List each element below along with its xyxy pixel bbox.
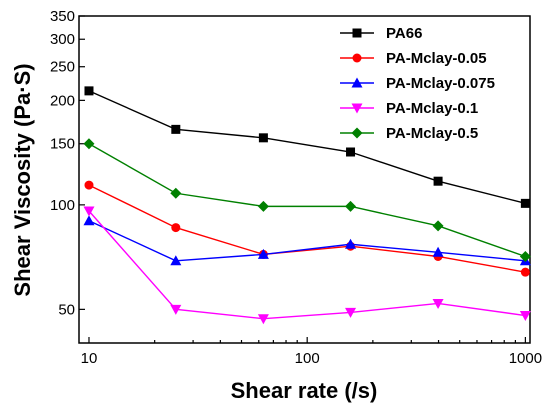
data-point xyxy=(257,314,269,325)
series-pa-mclay-0-1 xyxy=(83,206,531,325)
data-point xyxy=(258,133,268,143)
legend-label: PA-Mclay-0.05 xyxy=(386,50,487,67)
data-point xyxy=(345,238,357,249)
data-point xyxy=(83,138,95,150)
series-line xyxy=(88,90,526,205)
legend-item: PA66 xyxy=(340,25,422,42)
data-point xyxy=(170,304,182,315)
legend-marker xyxy=(352,28,362,38)
data-point xyxy=(345,200,357,212)
data-point xyxy=(345,307,357,318)
x-axis-title: Shear rate (/s) xyxy=(231,378,378,403)
data-point xyxy=(170,255,182,266)
data-point xyxy=(432,298,444,309)
legend-label: PA66 xyxy=(386,25,422,42)
data-point xyxy=(84,86,94,96)
y-axis-title: Shear Viscosity (Pa·S) xyxy=(10,63,35,296)
series-pa-mclay-0-075 xyxy=(83,215,531,266)
data-point xyxy=(171,223,181,233)
y-tick-label: 100 xyxy=(50,197,75,214)
series-pa-mclay-0-5 xyxy=(83,138,531,262)
legend-item: PA-Mclay-0.1 xyxy=(340,100,478,117)
data-point xyxy=(519,250,531,262)
y-tick-label: 250 xyxy=(50,59,75,76)
x-tick-label: 1000 xyxy=(509,350,542,367)
legend-label: PA-Mclay-0.1 xyxy=(386,100,478,117)
data-point xyxy=(257,200,269,212)
legend-marker xyxy=(351,103,363,114)
data-point xyxy=(346,147,356,157)
y-tick-label: 200 xyxy=(50,92,75,109)
data-point xyxy=(257,248,269,259)
legend-item: PA-Mclay-0.075 xyxy=(340,75,495,92)
series-line xyxy=(88,184,526,273)
y-tick-label: 300 xyxy=(50,31,75,48)
data-point xyxy=(433,176,443,186)
legend-item: PA-Mclay-0.5 xyxy=(340,125,478,142)
legend: PA66 PA-Mclay-0.05 PA-Mclay-0.075 PA-Mclay-… xyxy=(340,25,495,142)
series-layer xyxy=(83,86,531,325)
legend-marker xyxy=(351,127,363,139)
data-point xyxy=(171,124,181,134)
series-line xyxy=(88,143,526,258)
data-point xyxy=(432,246,444,257)
series-pa-mclay-0-05 xyxy=(84,180,530,277)
y-axis-ticks: 50 100 150 200 250 300 350 xyxy=(50,8,85,318)
data-point xyxy=(83,206,95,217)
data-point xyxy=(170,187,182,199)
legend-item: PA-Mclay-0.05 xyxy=(340,50,487,67)
series-pa66 xyxy=(84,86,530,208)
series-line xyxy=(88,220,526,262)
data-point xyxy=(519,311,531,322)
y-tick-label: 50 xyxy=(58,301,75,318)
data-point xyxy=(83,215,95,226)
x-axis-ticks: 10 100 1000 xyxy=(81,337,542,367)
x-tick-label: 100 xyxy=(295,350,320,367)
data-point xyxy=(432,220,444,232)
legend-marker xyxy=(352,53,362,63)
data-point xyxy=(520,267,530,277)
legend-label: PA-Mclay-0.075 xyxy=(386,75,495,92)
y-tick-label: 150 xyxy=(50,136,75,153)
legend-marker xyxy=(351,77,363,88)
data-point xyxy=(520,198,530,208)
x-tick-label: 10 xyxy=(81,350,98,367)
plot-frame xyxy=(78,15,531,344)
legend-label: PA-Mclay-0.5 xyxy=(386,125,478,142)
data-point xyxy=(84,180,94,190)
y-tick-label: 350 xyxy=(50,8,75,25)
series-line xyxy=(88,210,526,320)
